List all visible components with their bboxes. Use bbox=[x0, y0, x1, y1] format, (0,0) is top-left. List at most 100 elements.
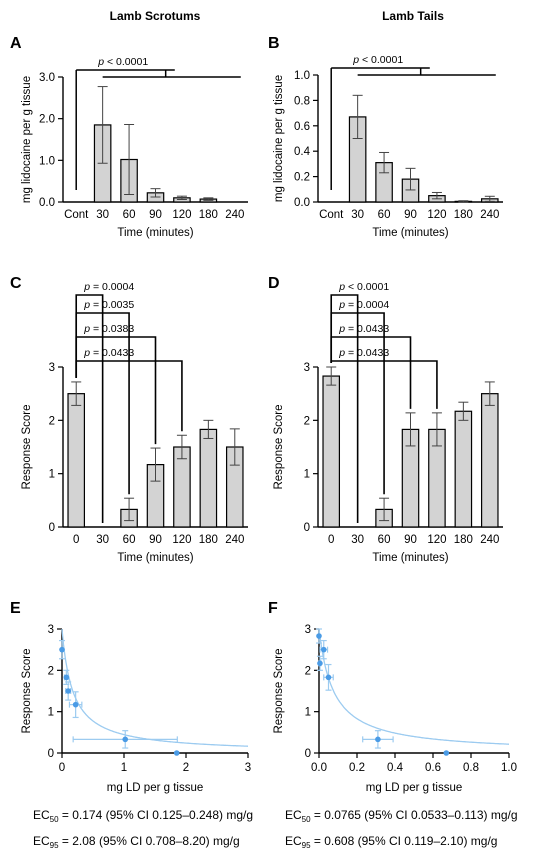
x-tick-label: 0 bbox=[73, 534, 79, 546]
data-point bbox=[375, 736, 381, 743]
y-tick-label: 2 bbox=[305, 665, 311, 677]
x-tick-label: 90 bbox=[149, 209, 162, 221]
data-point bbox=[317, 660, 323, 667]
significance-label: p = 0.0383 bbox=[83, 323, 134, 335]
x-tick-label: 90 bbox=[404, 209, 417, 221]
x-tick-label: 60 bbox=[378, 534, 391, 546]
y-axis-title: Response Score bbox=[273, 648, 285, 733]
x-tick-label: 0 bbox=[328, 534, 334, 546]
y-tick-label: 0 bbox=[49, 522, 55, 534]
y-tick-label: 2 bbox=[49, 415, 55, 427]
data-point bbox=[122, 736, 129, 743]
x-tick-label: 30 bbox=[96, 209, 109, 221]
x-axis-title: Time (minutes) bbox=[117, 227, 193, 239]
y-tick-label: 3.0 bbox=[39, 72, 55, 84]
x-tick-label: 180 bbox=[454, 534, 473, 546]
x-axis-title: Time (minutes) bbox=[117, 552, 193, 564]
fit-curve bbox=[318, 628, 509, 745]
bar bbox=[322, 375, 341, 528]
significance-bracket bbox=[330, 360, 438, 409]
panel-e: E 0 1 2 3 Response Score 0 1 2 3 mg LD per g tissu… bbox=[10, 600, 253, 850]
y-tick-label: 0.8 bbox=[294, 95, 310, 107]
significance-label: p < 0.0001 bbox=[97, 56, 148, 68]
panel-a: A 0.0 1.0 2.0 3.0 mg lidocaine per g tissue Co… bbox=[10, 35, 248, 239]
y-tick-label: 1 bbox=[305, 707, 311, 719]
x-axis-title: mg LD per g tissue bbox=[366, 782, 463, 794]
data-point bbox=[65, 688, 71, 694]
significance-label: p = 0.0004 bbox=[83, 281, 134, 293]
significance-label: p < 0.0001 bbox=[338, 281, 389, 293]
data-point bbox=[59, 646, 65, 653]
fit-curve bbox=[61, 628, 248, 747]
y-axis-title: mg lidocaine per g tissue bbox=[21, 76, 33, 203]
y-tick-label: 3 bbox=[305, 624, 311, 636]
y-tick-label: 2.0 bbox=[39, 114, 55, 126]
significance-label: p = 0.0433 bbox=[338, 323, 389, 335]
data-point bbox=[443, 750, 450, 756]
data-point bbox=[63, 674, 70, 681]
y-axis-title: Response Score bbox=[21, 404, 33, 489]
y-tick-label: 0.4 bbox=[294, 146, 311, 158]
panel-letter-d: D bbox=[268, 275, 280, 292]
x-tick-label: 240 bbox=[225, 209, 244, 221]
y-axis-title: Response Score bbox=[21, 648, 33, 733]
bar bbox=[480, 393, 499, 528]
panel-letter-e: E bbox=[10, 600, 21, 617]
panel-letter-b: B bbox=[268, 35, 280, 52]
x-tick-label: 120 bbox=[427, 534, 446, 546]
x-tick-label: 30 bbox=[351, 534, 364, 546]
y-tick-label: 1 bbox=[49, 469, 55, 481]
significance-bracket bbox=[75, 360, 183, 432]
x-tick-label: 180 bbox=[199, 534, 218, 546]
significance-label: p = 0.0433 bbox=[338, 347, 389, 359]
panel-b: B 0.0 0.2 0.4 0.6 0.8 1.0 mg lidocaine per g ti… bbox=[268, 35, 503, 239]
x-tick-label: 120 bbox=[172, 209, 191, 221]
y-axis-title: mg lidocaine per g tissue bbox=[273, 75, 285, 202]
y-tick-label: 2 bbox=[304, 415, 310, 427]
data-point bbox=[72, 701, 79, 708]
x-tick-label: 30 bbox=[96, 534, 109, 546]
x-tick-label: 120 bbox=[172, 534, 191, 546]
x-axis-title: Time (minutes) bbox=[372, 227, 448, 239]
data-point bbox=[173, 750, 180, 756]
x-tick-label: Cont bbox=[319, 209, 344, 221]
x-tick-label: 120 bbox=[427, 209, 446, 221]
y-tick-label: 2 bbox=[48, 665, 54, 677]
bar bbox=[199, 428, 218, 528]
column-title-tails: Lamb Tails bbox=[382, 9, 444, 23]
x-tick-label: 2 bbox=[183, 762, 189, 774]
x-tick-label: 60 bbox=[378, 209, 391, 221]
y-tick-label: 3 bbox=[304, 362, 310, 374]
significance-bracket bbox=[75, 336, 157, 445]
y-tick-label: 3 bbox=[49, 362, 55, 374]
x-tick-label: 0.0 bbox=[311, 762, 327, 774]
x-tick-label: 240 bbox=[225, 534, 244, 546]
column-title-scrotums: Lamb Scrotums bbox=[110, 9, 201, 23]
y-tick-label: 0.6 bbox=[294, 121, 310, 133]
x-tick-label: 1.0 bbox=[501, 762, 517, 774]
panel-c: C 0 1 2 3 Response Score 0 30 60 90 120 180 240 Time … bbox=[10, 275, 248, 564]
panel-letter-f: F bbox=[268, 600, 278, 617]
x-tick-label: 180 bbox=[454, 209, 473, 221]
y-tick-label: 3 bbox=[48, 624, 54, 636]
x-tick-label: 0.6 bbox=[425, 762, 441, 774]
x-tick-label: 1 bbox=[121, 762, 127, 774]
x-tick-label: 0.8 bbox=[463, 762, 479, 774]
y-tick-label: 1 bbox=[48, 707, 54, 719]
y-tick-label: 0.2 bbox=[294, 172, 310, 184]
bar bbox=[454, 410, 473, 528]
significance-label: p = 0.0035 bbox=[83, 299, 134, 311]
ec-annotation: EC95 = 2.08 (95% CI 0.708–8.20) mg/g bbox=[33, 834, 240, 850]
x-tick-label: Cont bbox=[64, 209, 89, 221]
x-tick-label: 3 bbox=[245, 762, 251, 774]
x-tick-label: 0 bbox=[59, 762, 65, 774]
y-tick-label: 0 bbox=[305, 748, 311, 760]
x-tick-label: 60 bbox=[123, 534, 136, 546]
panel-f: F 0 1 2 3 Response Score 0.0 0.2 0.4 0.6 0.8 1.0 mg … bbox=[268, 600, 518, 850]
y-tick-label: 1 bbox=[304, 469, 310, 481]
x-axis-title: mg LD per g tissue bbox=[107, 782, 204, 794]
x-tick-label: 30 bbox=[351, 209, 364, 221]
ec-annotation: EC95 = 0.608 (95% CI 0.119–2.10) mg/g bbox=[285, 834, 497, 850]
data-point bbox=[320, 646, 327, 653]
